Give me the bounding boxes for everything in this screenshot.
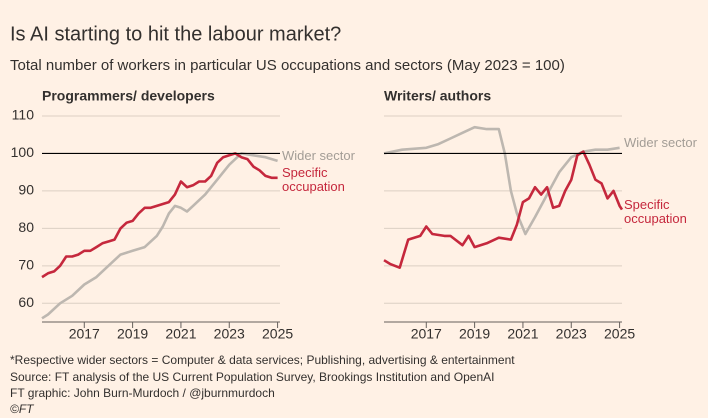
copyright: ©FT	[10, 402, 35, 416]
y-tick-label: 70	[18, 257, 34, 273]
panel-title: Programmers/ developers	[42, 88, 215, 104]
source: Source: FT analysis of the US Current Po…	[10, 370, 494, 384]
footnote: *Respective wider sectors = Computer & d…	[10, 353, 515, 367]
y-tick-label: 100	[11, 144, 35, 160]
series-label: Specific occupation	[282, 164, 345, 194]
series-label: Specific occupation	[624, 196, 687, 226]
x-tick-label: 2019	[117, 326, 148, 342]
y-tick-label: 80	[18, 219, 34, 235]
panel-title: Writers/ authors	[384, 88, 491, 104]
x-tick-label: 2025	[262, 326, 293, 342]
series-line	[41, 152, 278, 320]
x-tick-label: 2017	[411, 326, 442, 342]
series-line	[383, 125, 620, 236]
y-tick-label: 110	[12, 107, 35, 123]
x-tick-label: 2019	[459, 326, 490, 342]
y-tick-label: 60	[18, 294, 34, 310]
subtitle: Total number of workers in particular US…	[10, 57, 565, 74]
x-tick-label: 2023	[214, 326, 245, 342]
x-tick-label: 2017	[69, 326, 100, 342]
series-line	[383, 150, 624, 269]
title: Is AI starting to hit the labour market?	[10, 23, 341, 45]
y-tick-label: 90	[18, 182, 34, 198]
x-tick-label: 2021	[165, 326, 196, 342]
series-label: Wider sector	[624, 134, 697, 150]
x-tick-label: 2023	[556, 326, 587, 342]
x-tick-label: 2021	[507, 326, 538, 342]
credit: FT graphic: John Burn-Murdoch / @jburnmu…	[10, 386, 275, 400]
x-tick-label: 2025	[604, 326, 635, 342]
series-line	[41, 152, 278, 279]
series-label: Wider sector	[282, 147, 355, 163]
